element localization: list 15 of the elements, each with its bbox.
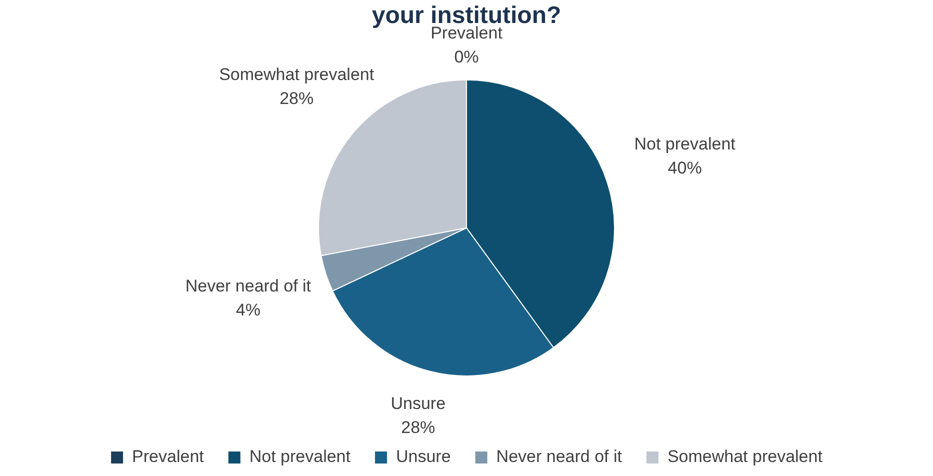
slice-label: Somewhat prevalent xyxy=(219,65,374,84)
legend-label: Prevalent xyxy=(132,447,204,466)
text: 0% xyxy=(454,48,479,67)
data-label: 4% xyxy=(236,300,260,320)
legend-label: Not prevalent xyxy=(249,447,351,466)
data-label: 40% xyxy=(668,158,702,178)
slice-label: Never neard of it xyxy=(185,276,312,296)
slice-label: Not prevalent xyxy=(634,134,736,154)
legend-label: Never neard of it xyxy=(496,447,622,466)
slice-label: Unsure xyxy=(390,394,446,413)
data-label: 28% xyxy=(401,418,436,437)
legend-label: Somewhat prevalent xyxy=(667,447,823,466)
data-label: 28% xyxy=(280,89,314,108)
legend-label: Unsure xyxy=(396,447,451,466)
category-label: Prevalent xyxy=(430,24,502,43)
